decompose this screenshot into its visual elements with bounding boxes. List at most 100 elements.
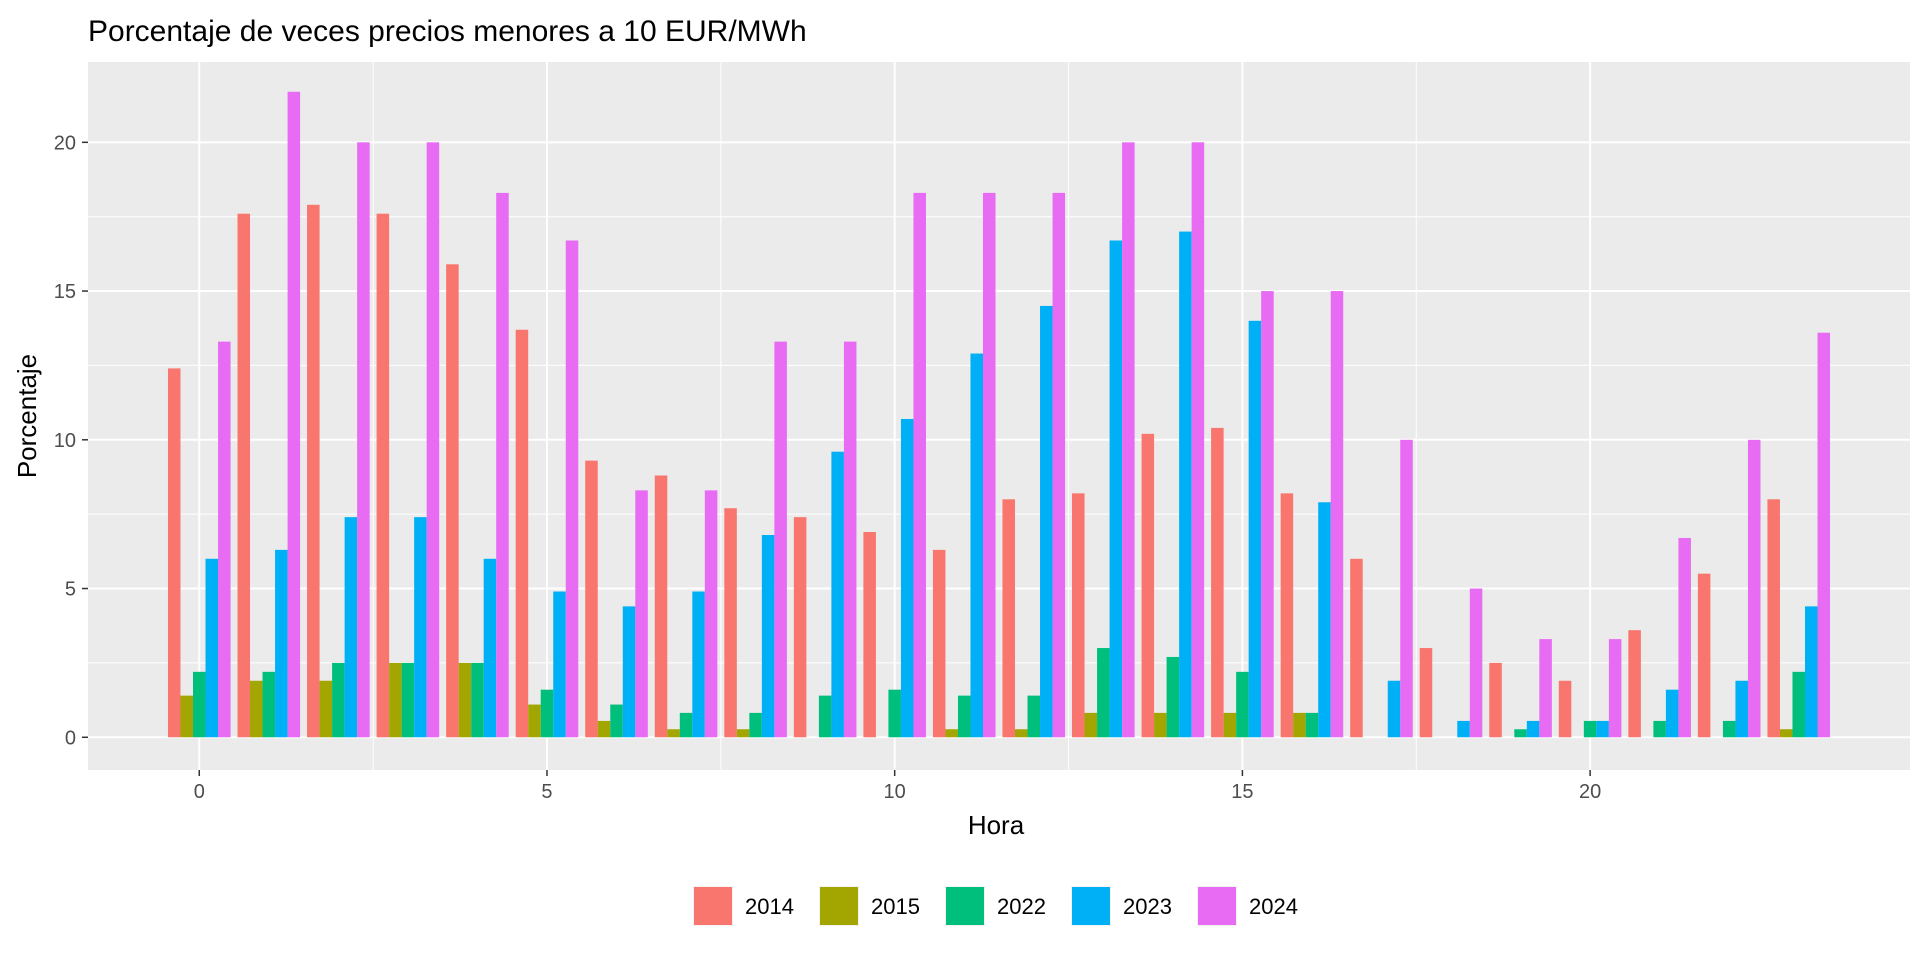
bar-2014-hora-19 <box>1489 662 1502 738</box>
bar-2022-hora-15 <box>1236 671 1249 738</box>
bar-2014-hora-21 <box>1628 630 1641 738</box>
bar-2023-hora-15 <box>1248 320 1262 738</box>
bar-2024-hora-0 <box>218 341 231 738</box>
bar-2022-hora-16 <box>1305 712 1319 738</box>
bar-2024-hora-10 <box>913 192 926 738</box>
bar-2014-hora-0 <box>167 368 181 738</box>
bar-2015-hora-5 <box>528 704 541 738</box>
bar-2023-hora-11 <box>970 353 984 738</box>
y-tick-label: 15 <box>54 281 76 303</box>
legend-label-2014: 2014 <box>745 894 794 919</box>
bar-2023-hora-10 <box>900 418 914 738</box>
bar-2022-hora-9 <box>818 695 832 738</box>
bar-2024-hora-1 <box>287 91 301 738</box>
bar-2022-hora-22 <box>1722 720 1736 738</box>
bar-2023-hora-2 <box>344 517 358 738</box>
legend-label-2023: 2023 <box>1123 894 1172 919</box>
bar-2015-hora-14 <box>1154 712 1167 738</box>
bar-2015-hora-16 <box>1293 712 1306 738</box>
legend-key-2014 <box>694 887 732 925</box>
bar-2023-hora-23 <box>1804 606 1818 738</box>
bar-2022-hora-4 <box>471 662 484 738</box>
bar-2014-hora-7 <box>654 475 668 738</box>
bar-2023-hora-0 <box>205 558 219 738</box>
bar-2014-hora-1 <box>237 213 251 738</box>
y-tick-label: 10 <box>54 430 76 452</box>
bar-2024-hora-7 <box>704 490 718 738</box>
bar-2023-hora-20 <box>1596 720 1609 738</box>
plot-panel <box>88 62 1910 770</box>
bar-2024-hora-21 <box>1678 537 1691 738</box>
bar-2014-hora-4 <box>446 264 459 738</box>
x-tick-label: 0 <box>194 781 205 803</box>
bar-2023-hora-8 <box>761 534 775 738</box>
y-tick-label: 0 <box>65 727 76 749</box>
bar-2023-hora-22 <box>1735 680 1748 738</box>
bar-2023-hora-14 <box>1179 231 1192 738</box>
bar-2014-hora-8 <box>724 508 737 738</box>
y-tick-label: 5 <box>65 579 76 601</box>
x-tick-label: 20 <box>1579 781 1601 803</box>
bar-2024-hora-9 <box>843 341 857 738</box>
bar-2014-hora-13 <box>1072 493 1085 738</box>
bar-2023-hora-5 <box>553 591 566 738</box>
bar-2022-hora-10 <box>888 689 901 738</box>
bar-2015-hora-6 <box>597 720 611 738</box>
legend-key-2015 <box>820 887 858 925</box>
bar-2023-hora-4 <box>483 558 497 738</box>
bar-2015-hora-8 <box>736 729 750 738</box>
bar-2014-hora-3 <box>376 213 390 738</box>
bar-2014-hora-5 <box>515 329 529 738</box>
bar-2023-hora-6 <box>622 606 636 738</box>
bar-2022-hora-21 <box>1653 720 1666 738</box>
bar-2022-hora-13 <box>1097 648 1110 738</box>
x-axis-title: Hora <box>968 810 1025 840</box>
bar-2015-hora-11 <box>945 729 958 738</box>
bar-2023-hora-16 <box>1318 502 1331 738</box>
bar-2024-hora-4 <box>496 192 509 738</box>
x-tick-label: 15 <box>1231 781 1253 803</box>
bar-2023-hora-9 <box>831 451 844 738</box>
legend: 2014 2015 2022 2023 2024 <box>693 886 1298 926</box>
legend-key-2023 <box>1072 887 1110 925</box>
bar-2024-hora-13 <box>1122 142 1135 738</box>
bar-2022-hora-23 <box>1792 671 1805 738</box>
bars <box>167 91 1831 738</box>
bar-2015-hora-12 <box>1014 729 1028 738</box>
bar-2024-hora-12 <box>1052 192 1066 738</box>
bar-2024-hora-23 <box>1817 332 1831 738</box>
bar-2023-hora-1 <box>275 549 288 738</box>
y-tick-label: 20 <box>54 132 76 154</box>
bar-2015-hora-2 <box>319 680 333 738</box>
bar-2022-hora-20 <box>1583 720 1597 738</box>
bar-2014-hora-18 <box>1419 648 1433 738</box>
bar-2024-hora-18 <box>1469 588 1483 738</box>
bar-2014-hora-20 <box>1558 680 1572 738</box>
legend-label-2024: 2024 <box>1249 894 1298 919</box>
bar-2024-hora-20 <box>1608 639 1622 738</box>
bar-2024-hora-3 <box>426 142 440 738</box>
bar-2024-hora-2 <box>357 142 370 738</box>
bar-2014-hora-17 <box>1350 558 1363 738</box>
bar-2024-hora-5 <box>565 240 579 738</box>
bar-2015-hora-7 <box>667 729 680 738</box>
y-axis-title: Porcentaje <box>12 354 42 478</box>
bar-2015-hora-4 <box>458 662 472 738</box>
bar-2023-hora-17 <box>1387 680 1401 738</box>
bar-2015-hora-3 <box>389 662 402 738</box>
bar-2023-hora-7 <box>692 591 705 738</box>
bar-2022-hora-5 <box>540 689 554 738</box>
bar-2014-hora-16 <box>1280 493 1294 738</box>
bar-2022-hora-3 <box>401 662 415 738</box>
x-axis: 0 5 10 15 20 <box>194 770 1601 803</box>
bar-2023-hora-13 <box>1109 240 1123 738</box>
bar-2015-hora-13 <box>1084 712 1098 738</box>
bar-2014-hora-10 <box>863 532 876 738</box>
bar-2014-hora-23 <box>1767 499 1780 738</box>
bar-2024-hora-11 <box>983 192 996 738</box>
bar-2014-hora-2 <box>307 204 320 738</box>
bar-2024-hora-16 <box>1330 291 1344 738</box>
bar-2014-hora-15 <box>1211 427 1224 738</box>
bar-2014-hora-14 <box>1141 433 1155 738</box>
